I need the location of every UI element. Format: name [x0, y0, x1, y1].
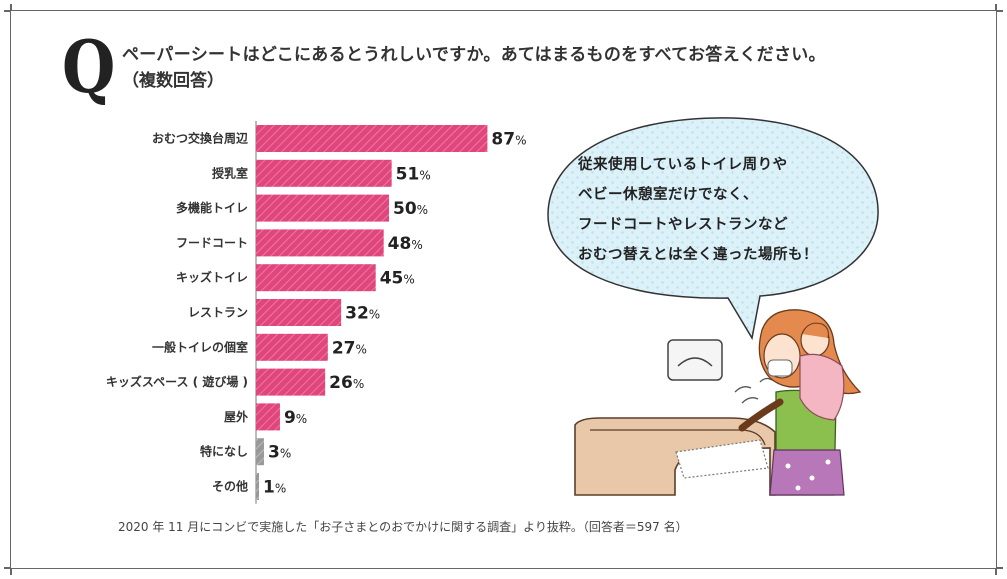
category-label: フードコート — [176, 236, 248, 250]
paper-sheet — [675, 439, 769, 479]
bubble-line: ベビー休憩室だけでなく、 — [578, 187, 758, 203]
bar — [256, 229, 384, 257]
skirt-dot — [785, 463, 791, 469]
question-letter: Q — [62, 24, 116, 109]
value-label: 45% — [380, 269, 415, 289]
category-label: キッズトイレ — [176, 270, 248, 285]
bubble-line: 従来使用しているトイレ周りや — [578, 157, 788, 173]
bar — [256, 159, 392, 187]
baby-hair — [801, 322, 829, 339]
value-label: 48% — [388, 234, 423, 254]
bubble-line: フードコートやレストランなど — [578, 217, 788, 233]
bar — [256, 403, 280, 431]
motion-lines — [734, 377, 773, 404]
category-label: 一般トイレの個室 — [152, 339, 248, 354]
value-label: 27% — [332, 338, 367, 358]
corner-mark — [997, 10, 1003, 12]
category-label: 授乳室 — [212, 165, 248, 180]
value-label: 1% — [263, 478, 286, 498]
category-label: 多機能トイレ — [176, 200, 248, 215]
bar-series: おむつ交換台周辺 87% 授乳室 51% 多機能トイレ 50% フードコート 48% キッズトイ… — [106, 121, 526, 504]
value-label: 50% — [393, 199, 428, 219]
question-text: ペーパーシートはどこにあるとうれしいですか。あてはまるものをすべてお答えください… — [122, 45, 826, 65]
bar — [256, 368, 326, 396]
value-label: 51% — [396, 164, 431, 184]
value-label: 32% — [345, 304, 380, 324]
category-label: おむつ交換台周辺 — [152, 131, 248, 146]
category-label: キッズスペース ( 遊び場 ) — [106, 374, 248, 389]
skirt-dot — [795, 485, 801, 491]
category-label: 屋外 — [224, 409, 248, 424]
category-label: 特になし — [200, 444, 248, 459]
skirt-dot — [825, 459, 831, 465]
corner-mark — [10, 4, 12, 10]
value-label: 87% — [491, 130, 526, 150]
speech-bubble — [547, 117, 879, 341]
corner-mark — [10, 569, 12, 575]
wall-dispenser — [667, 339, 723, 381]
question-subtext: （複数回答） — [122, 71, 224, 91]
corner-mark — [4, 567, 10, 569]
mother-skirt — [769, 449, 845, 496]
value-label: 9% — [284, 408, 307, 428]
corner-mark — [995, 569, 997, 575]
bar — [256, 333, 328, 361]
bar — [256, 438, 264, 466]
baby-body — [799, 353, 845, 421]
footnote: 2020 年 11 月にコンビで実施した「お子さまとのおでかけに関する調査」より… — [118, 520, 688, 534]
mother-arm — [738, 398, 784, 432]
bar — [256, 194, 389, 222]
bar — [256, 125, 488, 152]
corner-mark — [995, 4, 997, 10]
bubble-line: おむつ替えとは全く違った場所も！ — [578, 247, 818, 263]
value-label: 3% — [268, 443, 291, 463]
speech-bubble-text: 従来使用しているトイレ周りや ベビー休憩室だけでなく、 フードコートやレストラン… — [578, 150, 858, 270]
category-label: レストラン — [188, 306, 248, 320]
speech-bubble-shape — [547, 117, 879, 341]
bar — [256, 473, 259, 500]
corner-mark — [997, 567, 1003, 569]
bar — [256, 264, 376, 292]
illustration-changing-scene — [574, 309, 862, 496]
dispenser-slot — [677, 357, 713, 367]
value-label: 26% — [329, 373, 364, 393]
corner-mark — [4, 10, 10, 12]
skirt-dot — [809, 475, 815, 481]
bar — [256, 299, 342, 326]
category-label: その他 — [212, 479, 248, 494]
page-frame — [10, 10, 997, 569]
mother-mask — [767, 359, 793, 377]
